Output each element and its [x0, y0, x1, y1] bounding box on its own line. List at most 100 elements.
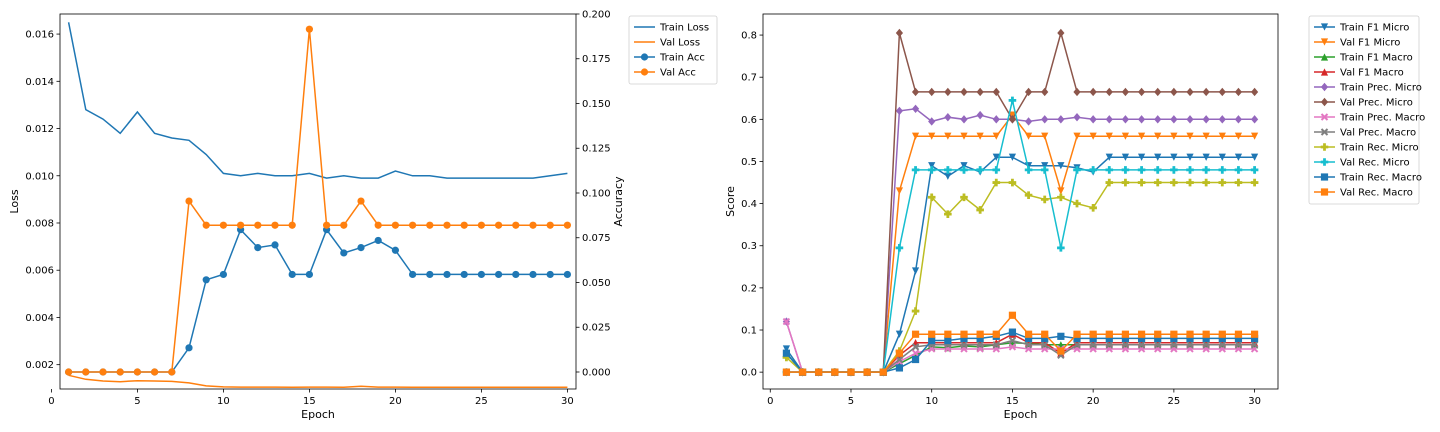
data-point — [1121, 341, 1130, 349]
data-point — [512, 270, 520, 279]
data-point — [391, 246, 399, 254]
data-point — [815, 368, 823, 376]
data-point — [976, 110, 984, 120]
data-point — [1202, 330, 1210, 338]
data-point — [1024, 166, 1033, 174]
data-point — [798, 368, 807, 376]
data-point — [426, 270, 434, 279]
data-point — [1170, 334, 1178, 343]
data-point — [992, 153, 1000, 161]
x-tick-label: 25 — [475, 396, 488, 407]
data-point — [992, 330, 1000, 338]
data-point — [976, 341, 984, 349]
data-point — [1250, 115, 1259, 124]
data-point — [202, 276, 210, 284]
data-point — [1073, 341, 1081, 349]
data-point — [782, 345, 791, 353]
data-point — [563, 270, 572, 279]
data-point — [254, 221, 262, 229]
data-point — [1073, 87, 1081, 97]
y2-tick-label: 0.050 — [582, 278, 611, 289]
data-point — [1234, 115, 1243, 124]
data-point — [1041, 341, 1049, 349]
data-point — [1186, 341, 1194, 349]
data-point — [305, 25, 313, 33]
legend-entry-train-f1-macro: Train F1 Macro — [1314, 53, 1413, 64]
data-point — [1105, 330, 1113, 338]
data-point — [1008, 96, 1017, 105]
data-point — [1154, 115, 1162, 124]
data-point — [1202, 115, 1210, 124]
data-point — [1121, 334, 1130, 343]
data-point — [992, 87, 1000, 97]
data-point — [1234, 334, 1243, 343]
data-point — [357, 197, 365, 205]
data-point — [1202, 334, 1210, 343]
data-point — [116, 368, 124, 376]
data-point — [1105, 153, 1113, 161]
data-point — [1121, 330, 1130, 338]
data-point — [1234, 178, 1243, 187]
x-tick-label: 30 — [1248, 396, 1261, 407]
legend-label: Val Prec. Micro — [1340, 98, 1413, 109]
x-tick-label: 20 — [389, 396, 402, 407]
legend-entry-train-acc: Train Acc — [634, 53, 705, 64]
data-point — [911, 307, 920, 315]
plot-frame — [59, 13, 577, 390]
data-point — [911, 267, 920, 275]
y2-tick-label: 0.025 — [582, 323, 611, 334]
data-point — [357, 243, 365, 252]
data-point — [863, 368, 871, 376]
data-point — [1105, 115, 1113, 124]
data-point — [1218, 153, 1226, 161]
x-axis-label: Epoch — [301, 408, 335, 421]
data-point — [1105, 334, 1113, 343]
data-point — [1040, 166, 1049, 174]
y2-tick-label: 0.125 — [582, 144, 611, 155]
data-point — [1041, 87, 1049, 97]
data-point — [65, 368, 73, 376]
loss-accuracy-chart: 0 5 10 15 20 25 30 0.002 0.004 0.006 0.008 0.010 0.0… — [8, 10, 718, 421]
data-point — [782, 353, 791, 362]
data-point — [1008, 115, 1017, 124]
series-val-acc — [65, 25, 572, 376]
x-tick-label: 10 — [217, 396, 230, 407]
legend-entry-train-rec-micro: Train Rec. Micro — [1314, 143, 1419, 154]
data-point — [512, 221, 520, 229]
data-point — [1218, 330, 1226, 338]
data-point — [288, 221, 296, 229]
legend-marker — [1320, 38, 1329, 46]
data-point — [254, 243, 262, 252]
data-point — [976, 132, 984, 140]
data-point — [992, 166, 1001, 174]
data-point — [1073, 334, 1081, 343]
y2-tick-label: 0.200 — [582, 10, 611, 21]
data-point — [477, 221, 485, 229]
data-point — [1154, 153, 1162, 161]
x-tick-label: 10 — [925, 396, 938, 407]
data-point — [782, 317, 791, 326]
legend-entry-train-loss: Train Loss — [634, 23, 709, 34]
data-point — [1024, 330, 1033, 338]
y2-tick-label: 0.000 — [582, 367, 611, 378]
data-point — [1024, 334, 1033, 343]
data-point — [960, 330, 968, 338]
series-train-prec-macro — [782, 317, 1259, 376]
data-point — [1073, 113, 1081, 122]
data-point — [976, 334, 984, 343]
x-tick-label: 5 — [134, 396, 140, 407]
data-point — [911, 132, 920, 140]
data-point — [271, 221, 279, 229]
data-point — [782, 368, 791, 376]
data-point — [1024, 117, 1033, 126]
series-line-val-rec-micro — [786, 100, 1255, 373]
data-point — [1121, 166, 1130, 174]
data-point — [960, 334, 968, 343]
y-tick-label: 0.002 — [25, 360, 54, 371]
data-point — [219, 221, 227, 229]
y-axis-label: Loss — [8, 189, 21, 213]
data-point — [976, 166, 984, 174]
data-point — [1105, 341, 1113, 349]
data-point — [1073, 330, 1081, 338]
